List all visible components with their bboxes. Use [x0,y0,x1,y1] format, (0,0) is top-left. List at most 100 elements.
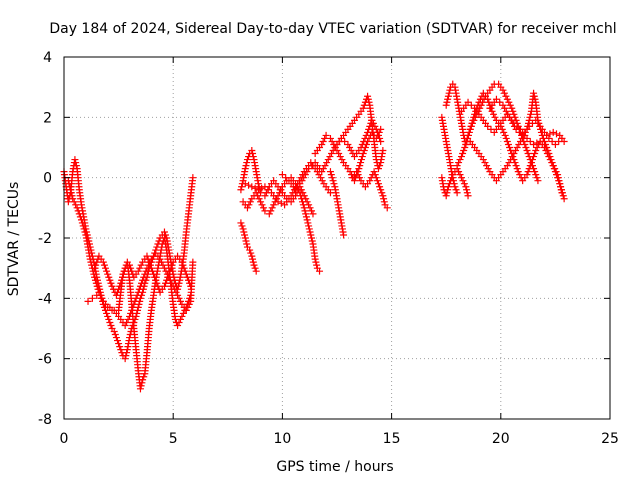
data-point [524,168,532,176]
data-point [258,201,266,209]
data-point [527,159,535,167]
data-point [65,180,73,188]
data-point [297,192,305,200]
data-point [303,168,311,176]
data-point [328,150,336,158]
data-point [138,379,146,387]
data-point [514,168,522,176]
data-point [531,168,539,176]
data-point [317,174,325,182]
data-point [248,147,256,155]
data-point [298,198,306,206]
data-point [237,186,245,194]
data-point [122,352,130,360]
data-point [358,153,366,161]
data-point [118,276,126,284]
data-point [484,95,492,103]
data-point [461,144,469,151]
data-point [175,318,183,326]
x-tick-label: 0 [60,431,69,447]
data-point [505,98,513,106]
data-point [114,337,122,345]
data-point [238,183,246,191]
data-point [246,198,254,206]
data-point [241,165,249,173]
data-point [105,273,113,281]
data-point [274,198,282,206]
data-point [168,261,176,269]
data-point [468,119,476,127]
data-point [121,355,129,363]
data-point [74,207,82,215]
data-point [456,156,464,164]
data-point [545,150,553,158]
data-point [510,150,518,158]
data-point [250,261,258,269]
data-point [261,183,269,191]
data-point [490,110,498,118]
data-point [189,258,197,266]
data-point [492,95,500,103]
data-point [376,162,384,170]
data-point [525,165,533,173]
data-point [530,92,538,100]
data-point [512,125,520,133]
data-point [532,147,540,155]
data-point [324,156,332,164]
y-tick-label: -6 [38,352,52,368]
y-tick-label: -8 [38,412,52,428]
data-point [546,130,554,138]
data-point [370,168,378,176]
data-point [165,270,173,278]
data-point [101,300,109,308]
data-point [237,219,245,227]
data-point [261,192,269,200]
data-point [128,267,136,275]
data-point [521,140,529,148]
data-point [180,264,188,272]
data-point [302,213,310,221]
data-point [328,174,336,182]
data-point [184,276,192,284]
data-point [460,147,468,155]
data-point [542,140,550,148]
x-axis-label: GPS time / hours [276,459,393,475]
data-point [512,147,520,155]
data-point [183,300,191,308]
data-point [117,346,125,354]
data-point [502,107,510,115]
data-point [251,264,259,272]
data-point [505,159,513,167]
data-point [496,98,504,106]
data-point [319,137,327,145]
data-point [516,137,524,145]
data-point [557,183,565,191]
data-point [523,147,531,155]
data-point [467,101,475,109]
data-point [558,186,566,194]
data-point [178,258,186,266]
data-point [182,303,190,311]
data-point [167,264,175,272]
data-point [374,180,382,188]
data-point [331,144,339,151]
data-point [300,204,308,212]
data-point [525,116,533,124]
data-point [138,279,146,287]
data-point [457,153,465,161]
data-point [277,199,285,207]
data-point [239,225,247,233]
data-point [459,177,467,185]
data-point [254,186,262,194]
data-point [374,165,382,173]
data-point [186,294,194,302]
data-point [474,101,482,109]
data-point [176,315,184,323]
data-point [305,165,313,173]
data-point [75,210,83,218]
data-point [503,137,511,145]
data-point [100,261,108,269]
data-point [164,273,172,281]
data-point [510,122,518,130]
data-point [456,171,464,179]
